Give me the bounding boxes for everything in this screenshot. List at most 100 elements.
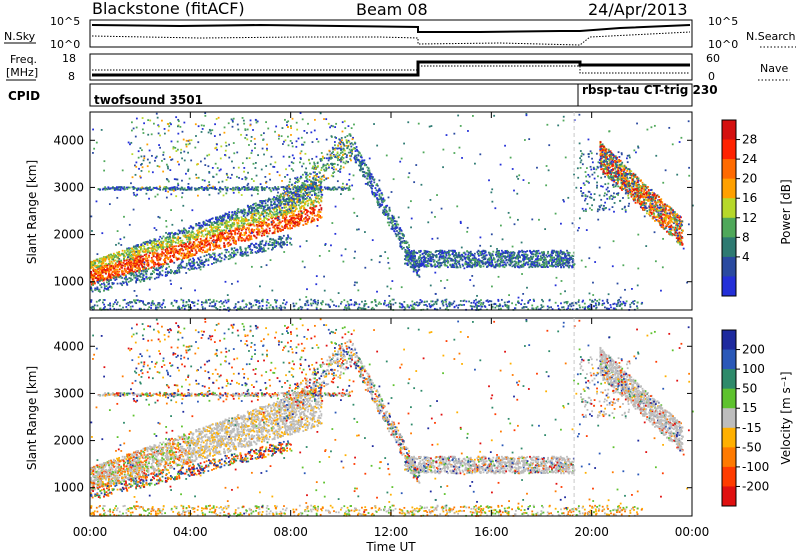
power-point	[110, 267, 113, 269]
power-point	[237, 217, 240, 219]
power-point	[274, 217, 276, 220]
power-point	[219, 260, 222, 263]
power-point	[256, 246, 258, 249]
power-point	[288, 181, 291, 183]
power-point	[253, 246, 256, 249]
power-point	[233, 152, 236, 155]
power-point	[192, 264, 195, 267]
power-point	[281, 237, 284, 240]
power-point	[246, 227, 249, 229]
power-point	[203, 188, 205, 191]
power-point	[261, 189, 264, 192]
power-point	[199, 250, 202, 253]
power-point	[138, 261, 141, 263]
power-point	[212, 252, 215, 255]
power-point	[147, 119, 150, 122]
power-point	[296, 200, 298, 203]
power-point	[284, 192, 287, 195]
power-point	[261, 219, 264, 222]
power-point	[173, 240, 176, 243]
power-point	[162, 262, 164, 265]
power-point	[169, 255, 172, 257]
power-point	[352, 174, 355, 177]
power-point	[198, 250, 201, 252]
power-point	[144, 241, 146, 244]
power-point	[239, 246, 242, 249]
power-point	[380, 199, 383, 202]
power-point	[254, 205, 257, 207]
power-point	[246, 251, 249, 254]
power-point	[136, 254, 139, 257]
power-point	[148, 254, 150, 257]
power-point	[136, 244, 139, 247]
power-point	[373, 193, 376, 196]
power-point	[142, 270, 145, 273]
power-point	[291, 183, 294, 186]
power-point	[305, 180, 308, 182]
power-point	[271, 246, 274, 249]
power-point	[140, 278, 143, 281]
power-point	[316, 162, 319, 165]
power-point	[269, 238, 271, 241]
power-point	[317, 200, 319, 203]
power-point	[310, 190, 313, 193]
power-point	[267, 224, 270, 227]
power-point	[204, 239, 207, 242]
power-point	[307, 184, 310, 186]
noise-left-tick-top: 10^5	[50, 15, 80, 28]
power-point	[258, 224, 261, 227]
power-point	[317, 176, 320, 178]
power-point	[253, 224, 256, 227]
power-point	[175, 245, 178, 248]
power-point	[92, 264, 95, 267]
power-point	[180, 186, 183, 189]
power-point	[314, 188, 317, 190]
power-point	[187, 234, 189, 237]
power-point	[129, 272, 132, 275]
power-point	[132, 254, 135, 256]
power-point	[305, 223, 308, 225]
power-point	[131, 247, 133, 250]
power-point	[285, 219, 288, 222]
power-point	[320, 178, 323, 181]
power-point	[252, 203, 254, 206]
power-point	[160, 240, 162, 243]
power-point	[156, 116, 159, 119]
power-point	[224, 248, 227, 251]
power-point	[149, 186, 151, 189]
power-point	[289, 140, 292, 142]
power-point	[180, 245, 183, 248]
power-point	[237, 226, 240, 229]
power-point	[126, 267, 129, 270]
power-point	[166, 248, 169, 251]
power-point	[258, 203, 261, 206]
power-point	[228, 239, 231, 242]
power-point	[237, 219, 240, 222]
power-point	[129, 143, 131, 146]
power-point	[294, 217, 297, 220]
power-point	[179, 263, 182, 266]
power-point	[99, 274, 101, 277]
power-point	[213, 248, 216, 250]
power-point	[201, 251, 204, 254]
power-point	[354, 155, 356, 158]
power-point	[385, 211, 388, 213]
power-point	[251, 249, 254, 251]
power-point	[213, 256, 216, 259]
power-point	[225, 229, 227, 232]
power-point	[177, 240, 180, 243]
power-point	[123, 186, 126, 188]
power-point	[260, 230, 263, 233]
power-point	[96, 286, 99, 289]
power-point	[162, 235, 165, 238]
power-point	[404, 250, 407, 253]
power-point	[182, 230, 184, 233]
power-point	[188, 240, 191, 243]
power-point	[106, 268, 109, 271]
power-point	[284, 222, 287, 225]
power-point	[140, 170, 143, 172]
power-point	[173, 186, 176, 189]
power-point	[254, 202, 257, 205]
power-point	[215, 146, 218, 149]
power-point	[217, 226, 220, 229]
